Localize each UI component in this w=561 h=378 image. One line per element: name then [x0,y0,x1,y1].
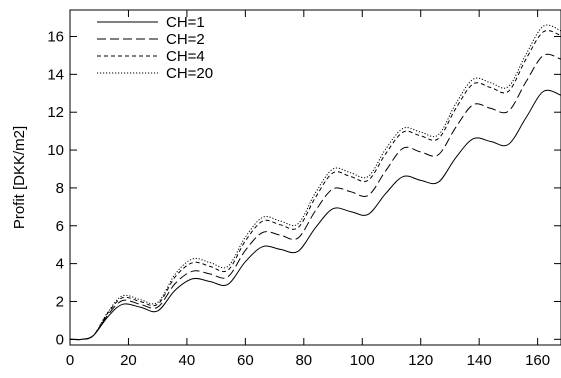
series-group [70,24,561,341]
y-tick-label: 12 [47,104,64,121]
y-tick-label: 10 [47,142,64,159]
legend-label: CH=1 [166,14,205,31]
legend-label: CH=4 [166,48,205,65]
x-tick-label: 120 [408,352,433,369]
x-tick-label: 20 [120,352,137,369]
x-tick-label: 140 [467,352,492,369]
plot-frame-group [69,9,561,346]
legend-group: CH=1CH=2CH=4CH=20 [97,14,213,82]
y-tick-label: 8 [56,180,64,197]
x-tick-label: 80 [295,352,312,369]
y-tick-label: 14 [47,66,64,83]
legend-label: CH=20 [166,65,213,82]
series-line-ch-1 [70,89,561,341]
x-tick-label: 40 [179,352,196,369]
series-line-ch-20 [70,24,561,341]
legend-label: CH=2 [166,31,205,48]
x-tick-label: 160 [525,352,550,369]
y-tick-label: 16 [47,28,64,45]
series-line-ch-4 [70,30,561,341]
plot-frame [69,9,561,346]
x-tick-label: 100 [350,352,375,369]
x-tick-label: 0 [66,352,74,369]
ticks-group: 0 20 40 60 80 100 120 140 160 0 2 4 6 8 10 12 14 16 [47,10,561,369]
y-tick-label: 4 [56,256,64,273]
y-tick-label: 6 [56,218,64,235]
y-tick-label: 2 [56,293,64,310]
y-tick-label: 0 [56,331,64,348]
x-tick-label: 60 [237,352,254,369]
series-line-ch-2 [70,53,561,341]
y-axis-label: Profit [DKK/m2] [11,126,28,229]
